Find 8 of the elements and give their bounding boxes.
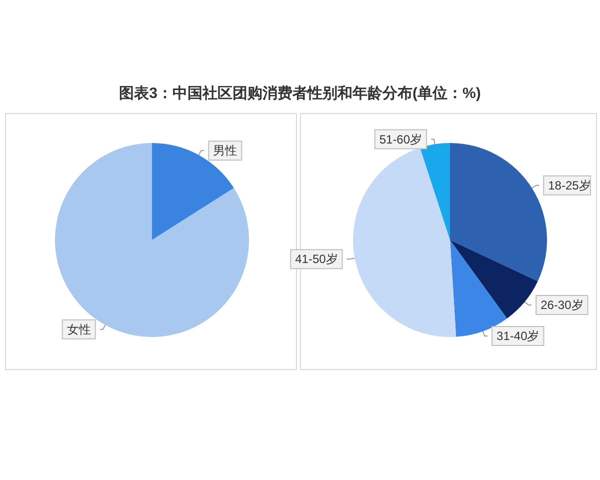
slice-label: 41-50岁 xyxy=(295,252,338,266)
slice-label: 18-25岁 xyxy=(548,178,591,192)
slice-label: 31-40岁 xyxy=(496,328,540,343)
slice-label: 26-30岁 xyxy=(540,298,584,312)
slice-label: 51-60岁 xyxy=(379,132,422,146)
slice-label: 女性 xyxy=(66,322,91,336)
slice-label: 男性 xyxy=(213,144,238,158)
text: 图表3：中国社区团购消费者性别和年龄分布(单位：%) xyxy=(118,84,482,103)
